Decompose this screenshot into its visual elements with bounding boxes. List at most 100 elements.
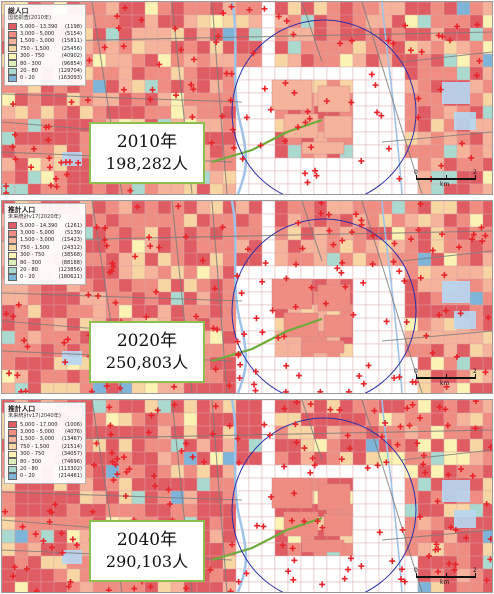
legend-range: 1,500 - 3,000 bbox=[20, 237, 55, 244]
legend-row: 20 - 80 (113302) bbox=[8, 465, 82, 473]
map-panel-2040: 推計人口 未来統計v17(2040年) 5,000 - 17,000 (1006)… bbox=[1, 399, 493, 593]
legend-count: (74696) bbox=[61, 458, 82, 465]
map-canvas bbox=[2, 2, 492, 194]
legend-row: 5,000 - 13,390 (1198) bbox=[8, 23, 82, 31]
legend: 推計人口 未来統計v17(2020年) 5,000 - 14,390 (1261)… bbox=[4, 203, 86, 286]
legend-count: (180621) bbox=[58, 274, 82, 281]
legend-swatch bbox=[8, 45, 17, 53]
legend-range: 300 - 750 bbox=[20, 451, 45, 458]
legend-count: (15423) bbox=[61, 237, 82, 244]
legend-count: (40902) bbox=[61, 53, 82, 60]
legend-count: (123856) bbox=[58, 267, 82, 274]
legend-range: 5,000 - 17,000 bbox=[20, 421, 58, 428]
scale-line bbox=[416, 377, 476, 379]
legend-range: 750 - 1,500 bbox=[20, 45, 50, 52]
legend-range: 20 - 80 bbox=[20, 68, 39, 75]
legend-row: 1,500 - 3,000 (15811) bbox=[8, 37, 82, 45]
legend-swatch bbox=[8, 222, 17, 230]
scale-zero-label: 0 bbox=[414, 567, 418, 574]
legend-row: 5,000 - 14,390 (1261) bbox=[8, 222, 82, 230]
legend-count: (214461) bbox=[58, 473, 82, 480]
scale-line bbox=[416, 576, 476, 578]
legend-swatch bbox=[8, 251, 17, 259]
legend-count: (25456) bbox=[61, 45, 82, 52]
legend-rows: 5,000 - 14,390 (1261) 3,000 - 5,000 (5139)… bbox=[8, 222, 82, 281]
legend-row: 3,000 - 5,000 (5154) bbox=[8, 30, 82, 38]
population-callout: 2020年 250,803人 bbox=[89, 321, 205, 383]
legend-title: 総人口 bbox=[8, 7, 29, 15]
legend-count: (88188) bbox=[61, 259, 82, 266]
legend-range: 3,000 - 5,000 bbox=[20, 31, 55, 38]
legend-range: 1,500 - 3,000 bbox=[20, 436, 55, 443]
legend-range: 20 - 80 bbox=[20, 466, 39, 473]
scale-zero-label: 0 bbox=[414, 169, 418, 176]
legend-row: 0 - 20 (180621) bbox=[8, 273, 82, 281]
legend-swatch bbox=[8, 74, 17, 82]
callout-population: 198,282人 bbox=[105, 154, 189, 173]
legend-swatch bbox=[8, 435, 17, 443]
legend-swatch bbox=[8, 52, 17, 60]
legend-subtitle: 国勢調査(2010年) bbox=[8, 15, 52, 21]
callout-year: 2010年 bbox=[116, 132, 178, 152]
scale-zero-label: 0 bbox=[414, 368, 418, 375]
legend-row: 3,000 - 5,000 (5139) bbox=[8, 229, 82, 237]
legend-row: 300 - 750 (38568) bbox=[8, 251, 82, 259]
scale-max-label: 2 bbox=[473, 169, 477, 176]
legend-swatch bbox=[8, 30, 17, 38]
legend-count: (34057) bbox=[61, 451, 82, 458]
legend-range: 300 - 750 bbox=[20, 53, 45, 60]
legend-swatch bbox=[8, 450, 17, 458]
legend-swatch bbox=[8, 458, 17, 466]
legend-count: (15811) bbox=[61, 38, 82, 45]
population-callout: 2010年 198,282人 bbox=[89, 122, 205, 184]
legend-swatch bbox=[8, 259, 17, 267]
legend-swatch bbox=[8, 229, 17, 237]
legend-count: (129704) bbox=[58, 68, 82, 75]
legend-range: 5,000 - 14,390 bbox=[20, 222, 58, 229]
legend-row: 0 - 20 (214461) bbox=[8, 472, 82, 480]
legend-range: 300 - 750 bbox=[20, 252, 45, 259]
callout-population: 290,103人 bbox=[105, 552, 189, 571]
scale-bar: 0 2 km bbox=[414, 169, 478, 190]
scale-line bbox=[416, 178, 476, 180]
legend-range: 20 - 80 bbox=[20, 267, 39, 274]
legend-count: (96854) bbox=[61, 60, 82, 67]
legend-count: (13467) bbox=[61, 436, 82, 443]
legend-range: 3,000 - 5,000 bbox=[20, 429, 55, 436]
legend-row: 1,500 - 3,000 (13467) bbox=[8, 435, 82, 443]
legend-range: 80 - 300 bbox=[20, 458, 42, 465]
legend-row: 750 - 1,500 (21514) bbox=[8, 443, 82, 451]
legend-range: 0 - 20 bbox=[20, 473, 35, 480]
legend-count: (24312) bbox=[61, 244, 82, 251]
legend-subtitle: 未来統計v17(2020年) bbox=[8, 214, 61, 220]
legend-range: 80 - 300 bbox=[20, 259, 42, 266]
legend-range: 3,000 - 5,000 bbox=[20, 230, 55, 237]
population-callout: 2040年 290,103人 bbox=[89, 520, 205, 582]
legend-count: (1006) bbox=[65, 421, 82, 428]
callout-population: 250,803人 bbox=[105, 353, 189, 372]
legend: 総人口 国勢調査(2010年) 5,000 - 13,390 (1198) 3,0… bbox=[4, 4, 86, 87]
legend-row: 750 - 1,500 (24312) bbox=[8, 244, 82, 252]
legend-swatch bbox=[8, 428, 17, 436]
legend-swatch bbox=[8, 443, 17, 451]
scale-max-label: 2 bbox=[473, 567, 477, 574]
scale-unit-label: km bbox=[440, 181, 450, 188]
legend: 推計人口 未来統計v17(2040年) 5,000 - 17,000 (1006)… bbox=[4, 402, 86, 485]
legend-swatch bbox=[8, 421, 17, 429]
legend-count: (5154) bbox=[65, 31, 82, 38]
callout-year: 2020年 bbox=[116, 331, 178, 351]
legend-rows: 5,000 - 13,390 (1198) 3,000 - 5,000 (5154)… bbox=[8, 23, 82, 82]
legend-swatch bbox=[8, 60, 17, 68]
legend-subtitle: 未来統計v17(2040年) bbox=[8, 413, 61, 419]
legend-count: (1198) bbox=[65, 23, 82, 30]
legend-range: 750 - 1,500 bbox=[20, 443, 50, 450]
legend-swatch bbox=[8, 244, 17, 252]
legend-row: 80 - 300 (88188) bbox=[8, 259, 82, 267]
legend-row: 20 - 80 (129704) bbox=[8, 67, 82, 75]
legend-swatch bbox=[8, 273, 17, 281]
callout-year: 2040年 bbox=[116, 530, 178, 550]
legend-row: 750 - 1,500 (25456) bbox=[8, 45, 82, 53]
legend-range: 5,000 - 13,390 bbox=[20, 23, 58, 30]
scale-bar: 0 2 km bbox=[414, 567, 478, 588]
